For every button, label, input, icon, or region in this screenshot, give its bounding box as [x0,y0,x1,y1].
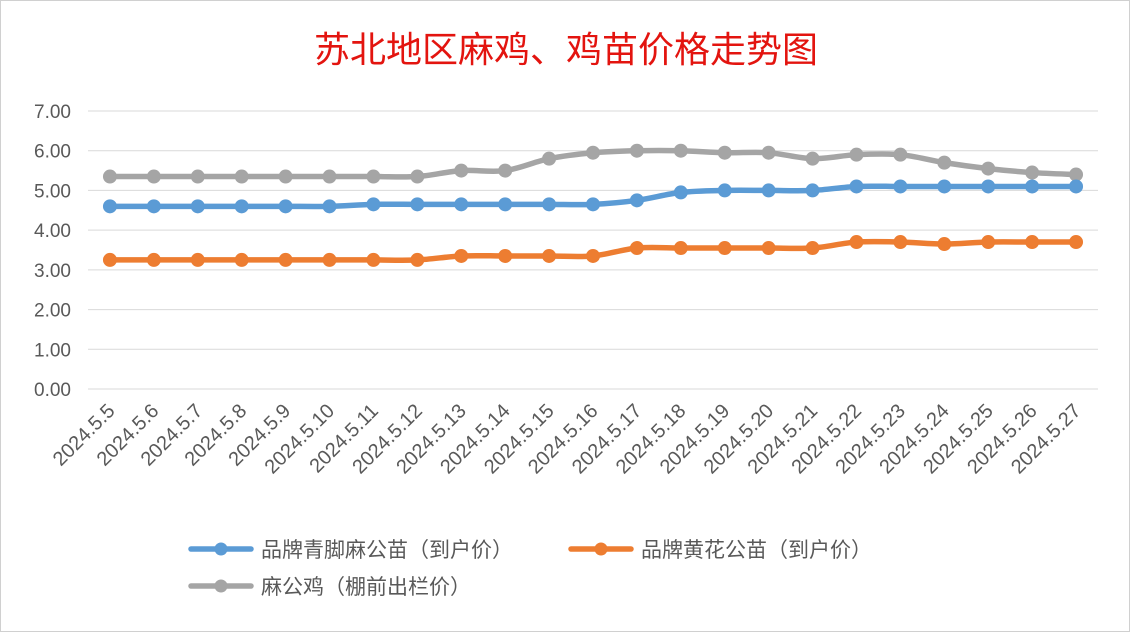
gridlines [88,110,1098,390]
y-axis-ticks: 0.00 1.00 2.00 3.00 4.00 5.00 6.00 7.00 [34,102,71,401]
data-point [629,241,644,256]
data-point [542,197,557,212]
legend-swatch-marker [214,542,228,556]
data-point [981,235,996,250]
y-tick-label: 4.00 [34,221,71,242]
data-point [322,169,337,184]
legend-label: 品牌青脚麻公苗（到户价） [261,538,513,562]
data-point [498,248,513,263]
data-point [234,199,249,214]
data-point [278,169,293,184]
data-point [278,252,293,267]
data-point [761,183,776,198]
legend-swatch-marker [214,579,228,593]
data-point [234,252,249,267]
data-point [322,199,337,214]
data-point [893,147,908,162]
data-point [498,197,513,212]
data-point [542,248,557,263]
data-point [366,197,381,212]
x-axis-ticks: 2024.5.52024.5.62024.5.72024.5.82024.5.9… [49,400,1086,478]
data-point [410,252,425,267]
data-point [190,169,205,184]
data-point [893,235,908,250]
data-point [1025,165,1040,180]
legend-item: 品牌青脚麻公苗（到户价） [188,538,513,562]
data-point [322,252,337,267]
y-tick-label: 3.00 [34,261,71,282]
data-point [849,147,864,162]
legend-swatch-marker [594,542,608,556]
legend-item: 品牌黄花公苗（到户价） [568,538,872,562]
data-point [366,169,381,184]
series-0 [102,179,1084,214]
data-point [893,179,908,194]
data-point [717,241,732,256]
data-point [366,252,381,267]
series-1 [102,235,1084,267]
data-point [937,155,952,170]
data-point [102,169,117,184]
data-point [1069,179,1084,194]
data-point [278,199,293,214]
data-point [146,252,161,267]
data-point [454,197,469,212]
data-point [410,197,425,212]
data-point [1069,167,1084,182]
data-point [629,193,644,208]
data-point [673,185,688,200]
series-2 [102,143,1084,184]
legend-item: 麻公鸡（棚前出栏价） [188,575,471,599]
y-tick-label: 1.00 [34,340,71,361]
data-point [410,169,425,184]
data-point [190,199,205,214]
data-point [981,161,996,176]
y-tick-label: 5.00 [34,181,71,202]
data-point [190,252,205,267]
data-point [981,179,996,194]
legend: 品牌青脚麻公苗（到户价） 品牌黄花公苗（到户价） 麻公鸡（棚前出栏价） [188,538,872,599]
data-point [102,252,117,267]
data-point [498,163,513,178]
y-tick-label: 6.00 [34,142,71,163]
legend-label: 麻公鸡（棚前出栏价） [261,575,471,599]
data-point [937,237,952,252]
data-point [761,145,776,160]
data-point [673,143,688,158]
data-point [805,151,820,166]
y-tick-label: 2.00 [34,301,71,322]
data-point [717,145,732,160]
data-point [102,199,117,214]
data-point [1025,179,1040,194]
data-point [1025,235,1040,250]
data-point [937,179,952,194]
chart-title: 苏北地区麻鸡、鸡苗价格走势图 [314,30,818,71]
data-point [1069,235,1084,250]
y-tick-label: 7.00 [34,102,71,123]
data-point [673,241,688,256]
y-tick-label: 0.00 [34,380,71,401]
series-lines [102,143,1084,267]
data-point [717,183,732,198]
data-point [629,143,644,158]
data-point [234,169,249,184]
data-point [805,183,820,198]
data-point [586,248,600,263]
data-point [849,179,864,194]
data-point [761,241,776,256]
data-point [146,169,161,184]
data-point [454,248,469,263]
data-point [805,241,820,256]
legend-label: 品牌黄花公苗（到户价） [641,538,872,562]
data-point [454,163,469,178]
data-point [586,197,600,212]
data-point [146,199,161,214]
data-point [849,235,864,250]
data-point [542,151,557,166]
data-point [586,145,600,160]
